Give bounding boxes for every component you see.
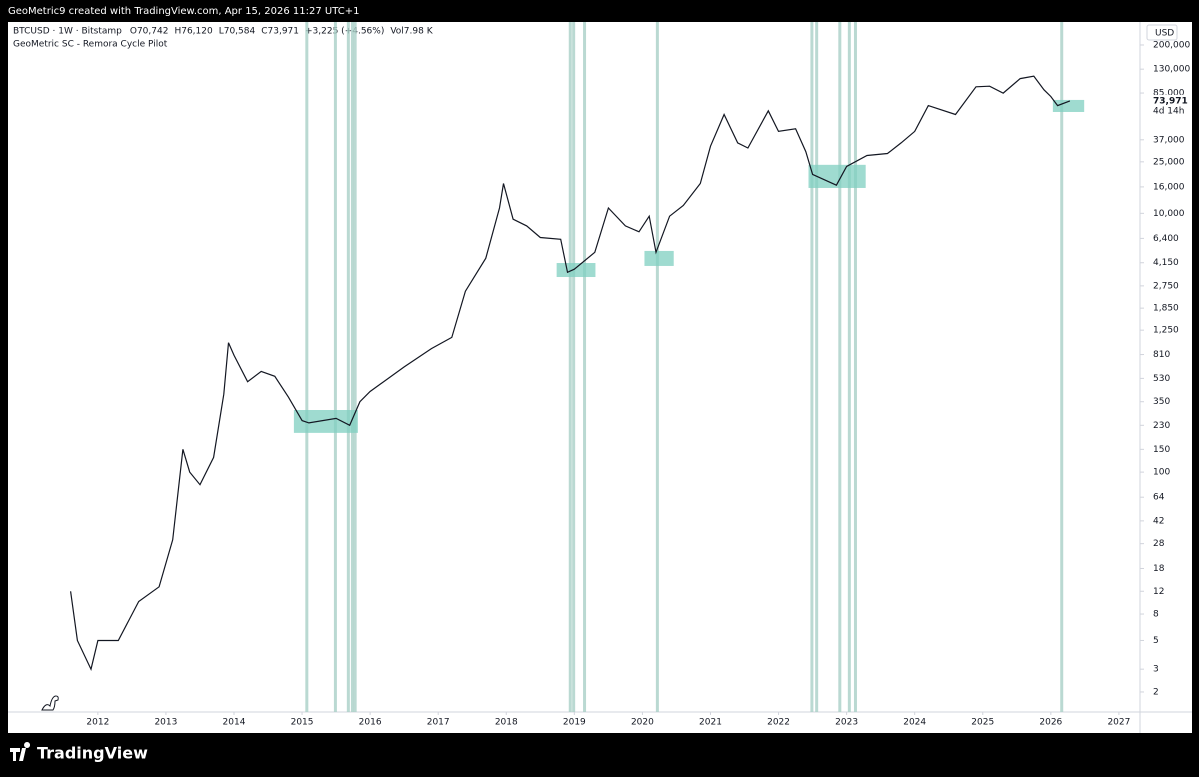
x-tick-label: 2013 [154, 718, 177, 728]
signal-line [847, 22, 851, 712]
y-tick-label: 16,000 [1153, 182, 1185, 192]
zone [808, 164, 866, 188]
y-tick-label: 28 [1153, 539, 1165, 549]
logo [10, 742, 31, 761]
signal-line [305, 22, 309, 712]
x-tick-label: 2023 [835, 718, 858, 728]
x-tick-label: 2017 [427, 718, 450, 728]
signal-line [583, 22, 587, 712]
y-tick-label: 1,850 [1153, 304, 1179, 314]
y-tick-label: 12 [1153, 587, 1164, 597]
y-tick-label: 3 [1153, 665, 1159, 675]
x-tick-label: 2015 [291, 718, 314, 728]
y-tick-label: 5 [1153, 636, 1159, 646]
currency[interactable]: USD [1155, 29, 1174, 39]
chart-title: BTCUSD · 1W · Bitstamp [13, 27, 122, 37]
x-tick-label: 2027 [1107, 718, 1130, 728]
chart-area [8, 22, 1192, 733]
x-tick-label: 2014 [223, 718, 246, 728]
ohlc-value: O70,742 [130, 27, 169, 37]
x-tick-label: 2022 [767, 718, 790, 728]
zone [644, 250, 674, 266]
x-tick-label: 2025 [971, 718, 994, 728]
last-price: 73,971 [1153, 96, 1188, 106]
banner: GeoMetric9 created with TradingView.com,… [8, 6, 359, 17]
y-tick-label: 4,150 [1153, 258, 1179, 268]
zone [1052, 99, 1085, 112]
y-tick-label: 1,250 [1153, 326, 1179, 336]
y-tick-label: 200,000 [1153, 40, 1190, 50]
y-tick-label: 18 [1153, 564, 1165, 574]
signal-line [353, 22, 357, 712]
y-tick-label: 2,750 [1153, 281, 1179, 291]
x-tick-label: 2024 [903, 718, 926, 728]
signal-line [838, 22, 842, 712]
ohlc-value: L70,584 [219, 27, 256, 37]
y-tick-label: 6,400 [1153, 234, 1179, 244]
ohlc-value: +3,225 (+4.56%) [305, 27, 384, 37]
signal-line [1060, 22, 1064, 712]
y-tick-label: 350 [1153, 397, 1170, 407]
y-tick-label: 130,000 [1153, 65, 1190, 75]
signal-line [853, 22, 857, 712]
y-tick-label: 37,000 [1153, 135, 1185, 145]
y-tick-label: 8 [1153, 610, 1159, 620]
ohlc-value: C73,971 [261, 27, 299, 37]
signal-line [655, 22, 659, 712]
signal-line [572, 22, 576, 712]
countdown: 4d 14h [1153, 106, 1184, 116]
signal-line [810, 22, 814, 712]
y-tick-label: 42 [1153, 516, 1164, 526]
x-tick-label: 2016 [359, 718, 382, 728]
y-tick-label: 150 [1153, 445, 1170, 455]
zone [556, 263, 596, 278]
x-tick-label: 2021 [699, 718, 722, 728]
signal-line [815, 22, 819, 712]
signal-line [350, 22, 354, 712]
ohlc-value: H76,120 [174, 27, 213, 37]
y-tick-label: 2 [1153, 687, 1159, 697]
y-tick-label: 25,000 [1153, 157, 1185, 167]
indicator: GeoMetric SC - Remora Cycle Pilot [13, 40, 168, 50]
signal-line [346, 22, 350, 712]
currency-box[interactable] [1146, 24, 1178, 41]
y-tick-label: 530 [1153, 374, 1170, 384]
y-tick-label: 64 [1153, 493, 1165, 503]
y-tick-label: 100 [1153, 468, 1170, 478]
y-tick-label: 810 [1153, 350, 1170, 360]
replay-icon[interactable] [41, 695, 59, 711]
x-tick-label: 2020 [631, 718, 654, 728]
signal-line [333, 22, 337, 712]
price-line [70, 75, 1071, 671]
x-tick-label: 2019 [563, 718, 586, 728]
x-tick-label: 2018 [495, 718, 518, 728]
zone [293, 410, 358, 433]
x-tick-label: 2026 [1039, 718, 1062, 728]
y-tick-label: 85,000 [1153, 89, 1185, 99]
footer: TradingView [37, 744, 148, 763]
ohlc-value: Vol7.98 K [390, 27, 433, 37]
y-tick-label: 230 [1153, 421, 1170, 431]
signal-line [568, 22, 572, 712]
x-tick-label: 2012 [86, 718, 109, 728]
y-tick-label: 10,000 [1153, 209, 1185, 219]
last-price-box [1141, 94, 1191, 117]
